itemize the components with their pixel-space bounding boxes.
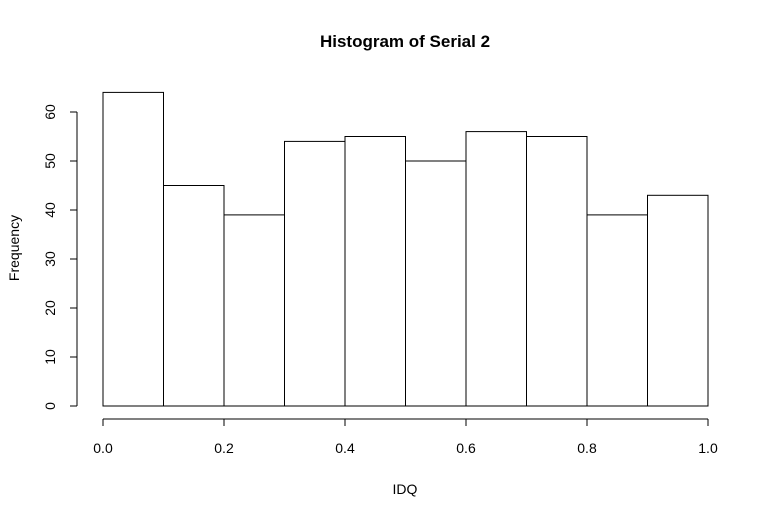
histogram-bar [647,194,709,407]
histogram-bar [223,214,285,407]
histogram-bar [344,136,406,407]
y-tick-label: 20 [42,300,58,316]
chart-title: Histogram of Serial 2 [320,32,490,51]
y-axis-title: Frequency [6,215,22,281]
histogram-bar [102,91,164,407]
x-tick-label: 1.0 [698,440,718,456]
x-axis-title: IDQ [393,481,418,497]
y-tick-label: 40 [42,202,58,218]
x-tick-label: 0.6 [456,440,476,456]
y-tick-label: 60 [42,104,58,120]
y-tick-label: 10 [42,349,58,365]
x-tick-label: 0.2 [214,440,234,456]
histogram-bar [163,185,225,407]
histogram-bar [586,214,648,407]
x-axis: 0.0 0.2 0.4 0.6 0.8 1.0 [93,418,718,456]
histogram-bar [284,140,346,407]
histogram-bar [526,136,588,407]
x-tick-label: 0.8 [577,440,597,456]
histogram-bar [405,160,467,407]
y-tick-label: 0 [42,402,58,410]
x-tick-label: 0.0 [93,440,113,456]
y-axis: 0 10 20 30 40 50 60 [42,104,78,410]
x-tick-label: 0.4 [335,440,355,456]
histogram-bar [465,131,527,407]
bars-group [102,91,709,407]
y-tick-label: 50 [42,153,58,169]
y-tick-label: 30 [42,251,58,267]
